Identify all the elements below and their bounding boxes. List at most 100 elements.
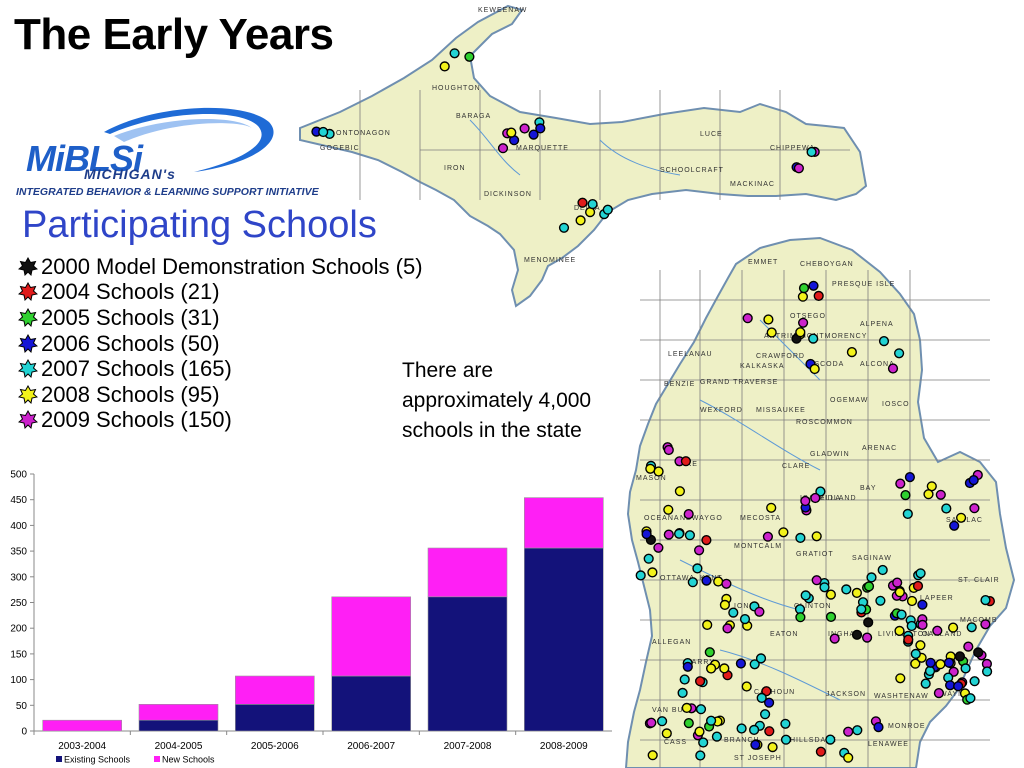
- school-marker: [748, 724, 760, 736]
- county-label: EMMET: [748, 259, 778, 266]
- county-label: MENOMINEE: [524, 257, 576, 264]
- bar-segment-new: [138, 704, 219, 721]
- lower-peninsula: [624, 236, 1016, 768]
- school-marker: [762, 531, 774, 542]
- bar-segment-existing: [427, 596, 508, 732]
- school-marker: [750, 739, 761, 750]
- legend-item-2009: 2009 Schools (150): [18, 407, 423, 434]
- school-marker: [687, 577, 698, 588]
- school-marker: [759, 709, 771, 720]
- school-marker: [843, 752, 854, 763]
- school-marker: [941, 503, 952, 514]
- school-marker: [966, 622, 977, 633]
- school-marker: [944, 680, 956, 691]
- school-marker: [766, 327, 777, 338]
- school-marker: [318, 126, 329, 138]
- school-marker: [641, 528, 652, 540]
- y-tick-label: 300: [10, 572, 27, 583]
- school-marker: [780, 734, 792, 745]
- school-marker: [917, 619, 928, 631]
- school-marker: [754, 606, 765, 617]
- bar-segment-existing: [331, 675, 412, 732]
- county-label: IRON: [444, 165, 466, 172]
- school-marker: [766, 502, 777, 513]
- school-marker: [843, 726, 854, 737]
- school-marker: [674, 486, 686, 497]
- school-marker: [924, 665, 936, 677]
- county-label: MONTCALM: [734, 543, 782, 550]
- county-label: KALKASKA: [740, 363, 785, 370]
- school-marker: [900, 490, 911, 501]
- school-marker: [910, 648, 921, 660]
- school-marker: [739, 613, 751, 625]
- school-marker: [856, 604, 867, 615]
- school-marker: [646, 717, 657, 728]
- county-label: ALCONA: [860, 361, 895, 368]
- county-label: OAKLAND: [922, 631, 962, 638]
- school-marker: [915, 568, 926, 579]
- school-marker: [904, 472, 916, 483]
- legend-marker-icon: [18, 333, 38, 353]
- school-marker: [698, 737, 709, 748]
- legend-marker-icon: [18, 282, 38, 302]
- county-label: CLINTON: [794, 603, 832, 610]
- school-marker: [953, 681, 964, 692]
- school-year-legend: 2000 Model Demonstration Schools (5) 200…: [18, 254, 423, 433]
- county-label: CALHOUN: [754, 689, 795, 696]
- school-marker: [680, 456, 692, 467]
- county-label: HILLSDALE: [790, 737, 837, 744]
- county-label: LAPEER: [920, 595, 954, 602]
- school-marker: [749, 659, 760, 670]
- legend-item-2007: 2007 Schools (165): [18, 356, 423, 382]
- y-tick-label: 500: [10, 470, 27, 481]
- legend-label: 2007 Schools (165): [41, 356, 232, 382]
- school-marker: [656, 716, 668, 727]
- school-marker: [960, 663, 971, 674]
- county-label: WASHTENAW: [874, 693, 929, 700]
- chart-legend: Existing Schools New Schools: [56, 755, 215, 765]
- county-label: GRAND TRAVERSE: [700, 379, 778, 386]
- school-marker: [917, 599, 928, 610]
- lower-peninsula-land: [624, 236, 1016, 768]
- chart-legend-label: Existing Schools: [64, 755, 131, 765]
- school-marker: [925, 657, 936, 668]
- school-marker: [692, 563, 703, 574]
- legend-marker-icon: [18, 307, 38, 327]
- legend-item-2004: 2004 Schools (21): [18, 279, 423, 306]
- school-marker: [778, 527, 789, 538]
- county-label: CHEBOYGAN: [800, 261, 854, 268]
- school-marker: [895, 673, 906, 684]
- school-marker: [902, 508, 913, 520]
- school-marker: [819, 582, 830, 593]
- county-label: LEELANAU: [668, 351, 713, 358]
- school-marker: [721, 578, 732, 589]
- county-label: MONROE: [888, 723, 926, 730]
- school-marker: [683, 717, 694, 729]
- county-label: CRAWFORD: [756, 353, 805, 360]
- bar-segment-existing: [235, 704, 315, 732]
- y-tick-label: 250: [10, 598, 27, 609]
- school-marker: [735, 658, 747, 669]
- school-marker: [602, 204, 613, 215]
- y-tick-label: 400: [10, 521, 27, 532]
- school-marker: [903, 634, 914, 645]
- x-tick-label: 2006-2007: [347, 741, 395, 752]
- school-marker: [863, 617, 874, 628]
- school-marker: [892, 577, 903, 588]
- school-marker: [663, 504, 674, 515]
- school-marker: [815, 486, 826, 497]
- school-marker: [875, 595, 886, 606]
- school-marker: [877, 564, 888, 576]
- section-subtitle: Participating Schools: [22, 204, 377, 246]
- legend-item-2005: 2005 Schools (31): [18, 305, 423, 331]
- x-tick-label: 2008-2009: [540, 741, 588, 752]
- school-marker: [695, 704, 707, 715]
- miblsi-logo: MiBLSi MICHIGAN's INTEGRATED BEHAVIOR & …: [14, 102, 319, 204]
- logo-swoosh-icon: [104, 107, 274, 172]
- school-marker: [684, 530, 696, 541]
- school-marker: [795, 612, 806, 623]
- school-marker: [935, 489, 946, 500]
- legend-label: 2005 Schools (31): [41, 304, 220, 330]
- school-marker: [761, 686, 772, 697]
- school-marker: [528, 129, 539, 140]
